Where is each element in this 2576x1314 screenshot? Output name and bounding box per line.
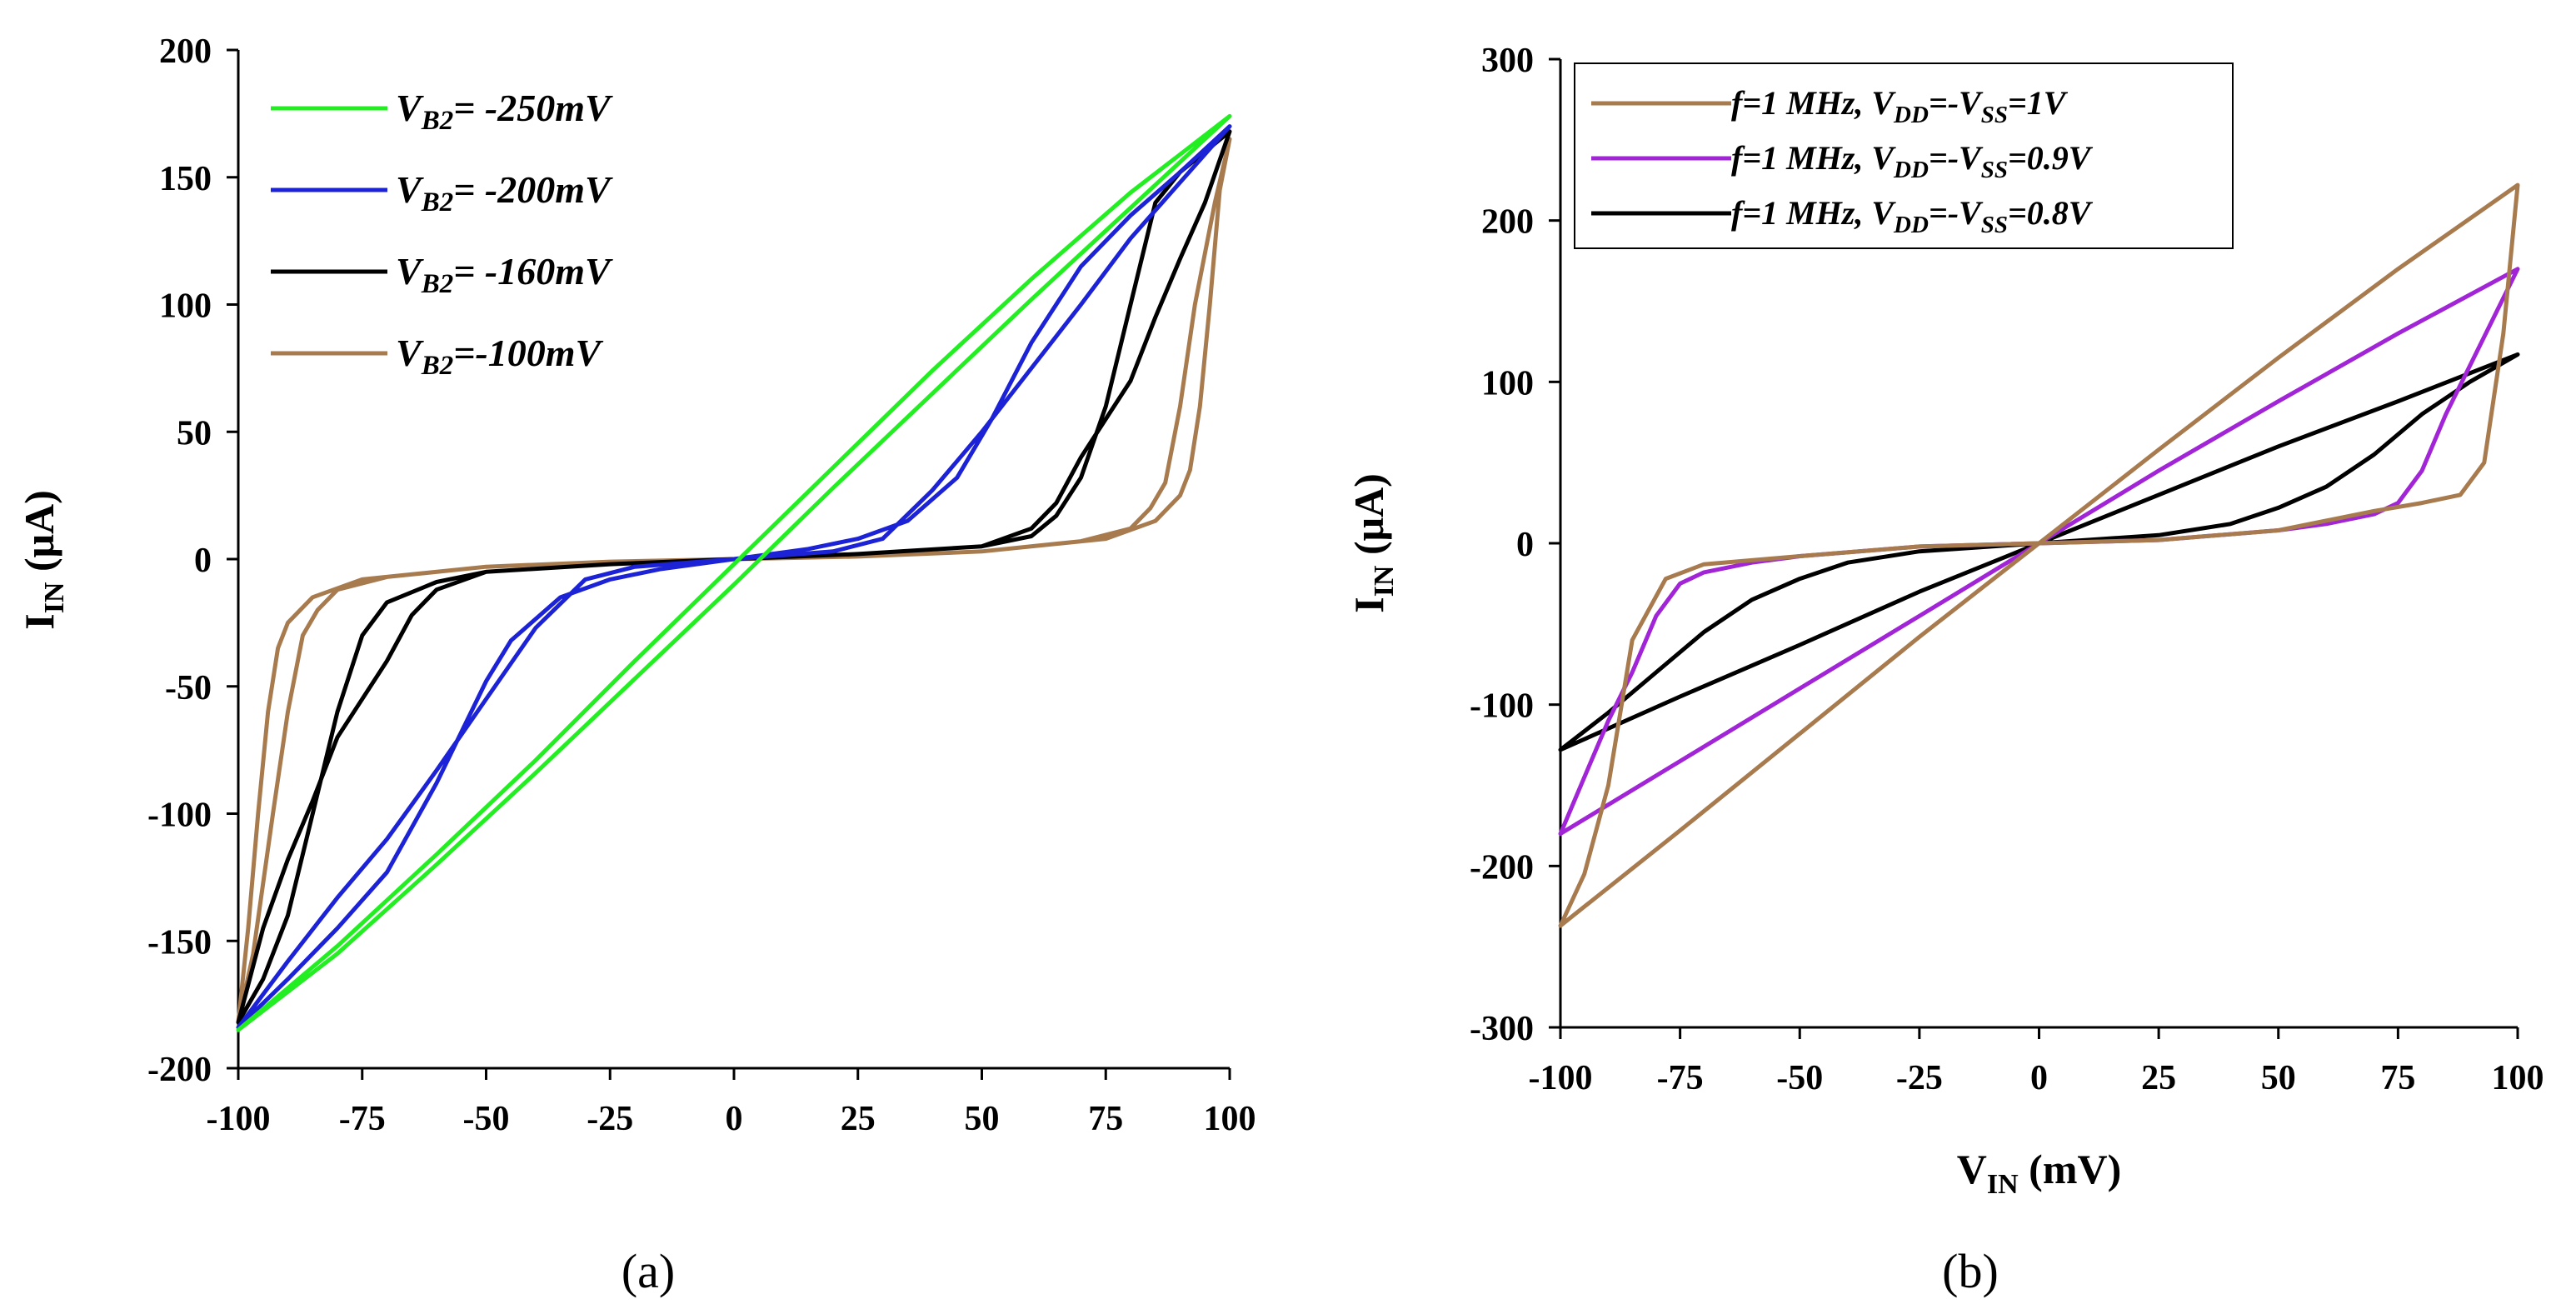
- y-tick-label: 150: [159, 160, 212, 198]
- x-tick-label: -50: [1776, 1059, 1823, 1097]
- y-tick-label: 0: [194, 542, 212, 580]
- y-tick-label: -200: [147, 1051, 212, 1089]
- x-tick-label: 75: [2380, 1059, 2415, 1097]
- y-tick-label: -300: [1470, 1010, 1534, 1048]
- y-tick-label: 50: [177, 414, 212, 452]
- x-tick-label: 50: [965, 1100, 1000, 1138]
- x-tick-label: 0: [2030, 1059, 2048, 1097]
- y-axis-title: IIN (μA): [16, 490, 70, 630]
- y-tick-label: -100: [1470, 687, 1534, 726]
- x-tick-label: -50: [463, 1100, 510, 1138]
- legend-label: VB2= -200mV: [396, 168, 613, 217]
- panel-label-b: (b): [1942, 1244, 1999, 1298]
- series-line-1: [236, 113, 1232, 1032]
- y-tick-label: -50: [165, 669, 212, 707]
- panel-b-chart: -300 -200 -100 0 100 200 300 -100 -75 -50 -25 0 25 50…: [1345, 42, 2544, 1200]
- x-tick-label: -100: [207, 1100, 271, 1138]
- series-line-4: [236, 137, 1232, 1025]
- y-tick-label: 100: [159, 287, 212, 326]
- legend: f=1 MHz, VDD=-VSS=1V f=1 MHz, VDD=-VSS=0.…: [1574, 62, 2234, 249]
- series-line-2: [1558, 267, 2520, 837]
- y-tick-label: 200: [1481, 203, 1534, 242]
- y-tick-label: 300: [1481, 42, 1534, 80]
- x-tick-label: -25: [1896, 1059, 1943, 1097]
- series-line-2: [236, 124, 1232, 1030]
- x-tick-label: -75: [1657, 1059, 1704, 1097]
- panel-a-chart: -200 -150 -100 -50 0 50 100 150 200 -100 -75 -50 -25…: [16, 32, 1256, 1138]
- x-tick-label: 100: [2492, 1059, 2544, 1097]
- x-tick-label: 0: [726, 1100, 743, 1138]
- y-tick-label: 0: [1516, 526, 1534, 564]
- x-tick-label: 25: [2141, 1059, 2176, 1097]
- y-tick-label: -150: [147, 923, 212, 962]
- y-tick-label: -200: [1470, 848, 1534, 887]
- legend-label: f=1 MHz, VDD=-VSS=1V: [1731, 84, 2069, 128]
- legend-label: f=1 MHz, VDD=-VSS=0.9V: [1731, 139, 2094, 183]
- legend-box: [1574, 62, 2234, 249]
- y-tick-label: 200: [159, 32, 212, 71]
- x-tick-label: 75: [1088, 1100, 1123, 1138]
- panel-label-a: (a): [622, 1244, 675, 1298]
- x-tick-label: -75: [339, 1100, 386, 1138]
- y-tick-label: -100: [147, 797, 212, 835]
- series-line-3: [236, 129, 1232, 1025]
- x-tick-label: 50: [2261, 1059, 2296, 1097]
- legend-label: f=1 MHz, VDD=-VSS=0.8V: [1731, 194, 2094, 238]
- series-line-1: [1558, 182, 2520, 928]
- legend-label: VB2= -160mV: [396, 250, 613, 299]
- y-axis-title: IIN (μA): [1345, 473, 1400, 613]
- x-tick-label: -100: [1529, 1059, 1593, 1097]
- y-tick-label: 100: [1481, 364, 1534, 402]
- legend-label: VB2=-100mV: [396, 332, 604, 381]
- x-axis-title: VIN (mV): [1957, 1146, 2121, 1200]
- x-tick-label: -25: [587, 1100, 633, 1138]
- x-tick-label: 100: [1204, 1100, 1256, 1138]
- x-tick-label: 25: [841, 1100, 876, 1138]
- legend-label: VB2= -250mV: [396, 87, 613, 136]
- legend: VB2= -250mV VB2= -200mV VB2= -160mV VB2=-10…: [271, 87, 613, 381]
